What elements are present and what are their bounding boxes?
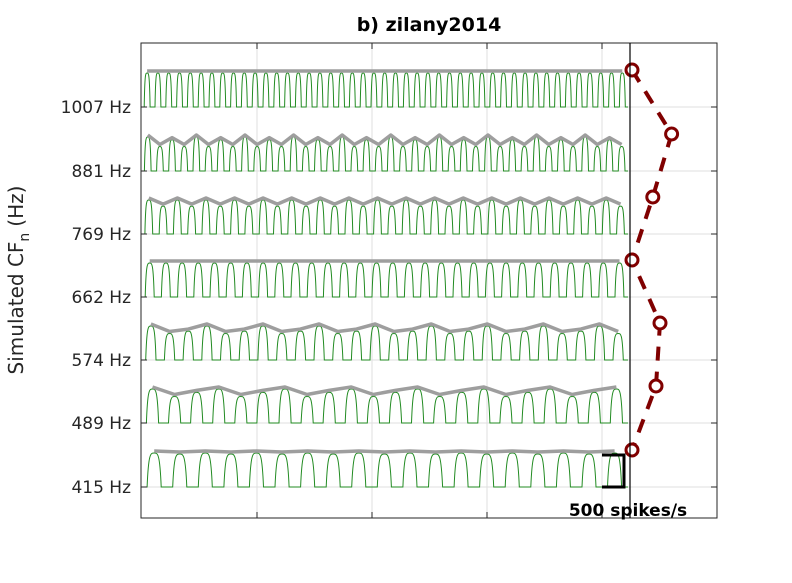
y-tick-label: 489 Hz bbox=[71, 414, 131, 434]
response-trace bbox=[142, 199, 628, 235]
envelope-trace bbox=[151, 385, 617, 397]
cf-marker bbox=[645, 189, 661, 205]
y-tick-label: 662 Hz bbox=[71, 288, 131, 308]
response-trace bbox=[142, 136, 628, 172]
response-trace bbox=[142, 452, 628, 488]
response-trace bbox=[142, 262, 628, 298]
y-ticks: 1007 Hz 881 Hz 769 Hz 662 Hz 574 Hz 489 Hz 415… bbox=[61, 98, 717, 498]
cf-marker bbox=[624, 62, 640, 78]
scale-bar-bracket bbox=[602, 453, 626, 489]
response-trace bbox=[142, 72, 628, 108]
traces bbox=[142, 69, 628, 488]
cf-marker bbox=[652, 315, 668, 331]
y-tick-label: 769 Hz bbox=[71, 225, 131, 245]
y-tick-label: 1007 Hz bbox=[61, 98, 131, 118]
y-tick-label: 574 Hz bbox=[71, 351, 131, 371]
cf-marker bbox=[648, 378, 664, 394]
envelope-trace bbox=[146, 133, 623, 147]
markers bbox=[624, 62, 680, 458]
response-trace bbox=[142, 388, 628, 424]
envelope-trace bbox=[154, 449, 615, 454]
scale-bar bbox=[602, 453, 626, 489]
axes-box bbox=[140, 42, 718, 519]
envelope-trace bbox=[148, 196, 622, 206]
response-trace bbox=[142, 325, 628, 361]
y-tick-label: 415 Hz bbox=[71, 478, 131, 498]
scale-bar-label: 500 spikes/s bbox=[569, 501, 687, 521]
envelope-trace bbox=[150, 322, 619, 334]
chart-title: b) zilany2014 bbox=[357, 14, 502, 36]
y-tick-label: 881 Hz bbox=[71, 162, 131, 182]
y-axis-label: Simulated CFn(Hz) bbox=[4, 186, 33, 375]
cf-marker bbox=[664, 126, 680, 142]
cf-marker bbox=[624, 252, 640, 268]
cf-marker bbox=[624, 442, 640, 458]
